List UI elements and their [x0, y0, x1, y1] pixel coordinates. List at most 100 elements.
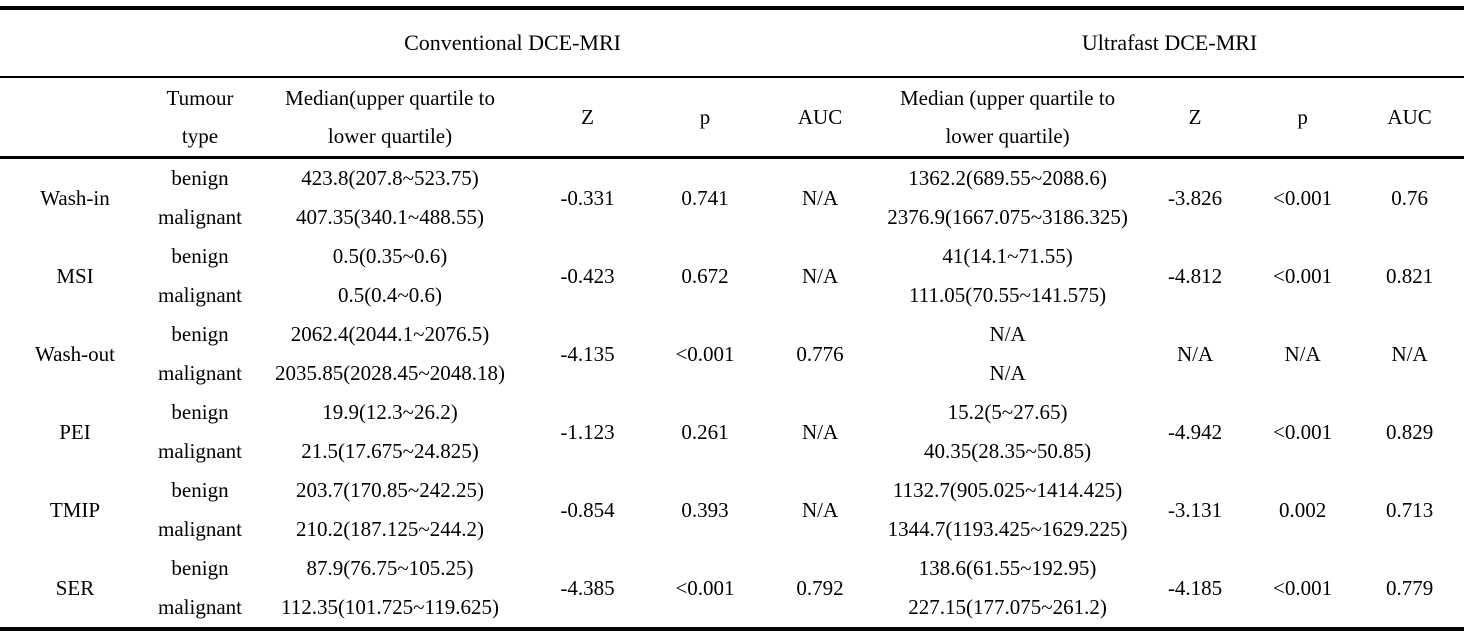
parameter-cell: Wash-out: [35, 341, 115, 366]
conv-auc-cell: N/A: [801, 185, 839, 210]
conv-p-cell: <0.001: [675, 341, 735, 366]
ultra-auc-cell: 0.713: [1385, 497, 1434, 522]
column-header-conv-p: p: [645, 77, 765, 159]
column-header-conv-z: Z: [530, 77, 645, 159]
conv-p-cell: 0.741: [681, 185, 729, 210]
tumour-type-cell: malignant: [158, 517, 242, 541]
conv-median-cell: 210.2(187.125~244.2): [295, 517, 485, 541]
conv-median-cell: 203.7(170.85~242.25): [295, 478, 485, 502]
conv-z-cell: -4.385: [560, 575, 615, 600]
ultra-z-cell: -4.942: [1167, 419, 1223, 444]
table-row: Wash-out benign 2062.4(2044.1~2076.5) -4…: [0, 315, 1464, 366]
tumour-type-cell: malignant: [158, 595, 242, 619]
column-header-tumour-line2: type: [181, 124, 219, 148]
spacer-cell: [0, 77, 150, 159]
table-row: malignant 2035.85(2028.45~2048.18) N/A: [0, 354, 1464, 393]
conv-p-cell: 0.261: [681, 419, 729, 444]
conv-z-cell: -4.135: [560, 341, 615, 366]
column-header-ultra-z: Z: [1140, 77, 1251, 159]
ultra-p-cell: <0.001: [1273, 575, 1333, 600]
conv-p-cell: 0.393: [681, 497, 729, 522]
table-row: malignant 112.35(101.725~119.625) 227.15…: [0, 588, 1464, 629]
ultra-median-cell: 1344.7(1193.425~1629.225): [887, 517, 1128, 541]
ultra-z-cell: -3.131: [1167, 497, 1223, 522]
conv-median-cell: 407.35(340.1~488.55): [295, 205, 485, 229]
tumour-type-cell: benign: [171, 478, 229, 502]
ultra-p-cell: <0.001: [1273, 419, 1333, 444]
ultra-auc-cell: N/A: [1391, 341, 1428, 366]
ultra-p-cell: <0.001: [1273, 263, 1333, 288]
conv-z-cell: -1.123: [560, 419, 615, 444]
column-header-conv-auc: AUC: [765, 77, 876, 159]
conv-p-cell: 0.672: [681, 263, 729, 288]
conv-z-cell: -0.331: [560, 185, 615, 210]
column-header-ultra-median-line1: Median (upper quartile to: [899, 86, 1116, 110]
conv-z-cell: -0.423: [560, 263, 615, 288]
tumour-type-cell: benign: [171, 322, 229, 346]
ultra-p-cell: 0.002: [1278, 497, 1327, 522]
tumour-type-cell: malignant: [158, 205, 242, 229]
column-header-conv-median-line1: Median(upper quartile to: [285, 86, 495, 110]
ultra-z-cell: -4.185: [1167, 575, 1223, 600]
column-header-ultra-p: p: [1250, 77, 1356, 159]
ultra-auc-cell: 0.76: [1391, 185, 1428, 210]
ultra-p-cell: N/A: [1284, 341, 1321, 366]
table-row: TMIP benign 203.7(170.85~242.25) -0.854 …: [0, 471, 1464, 522]
ultra-auc-cell: 0.829: [1385, 419, 1434, 444]
conv-median-cell: 2062.4(2044.1~2076.5): [290, 322, 490, 346]
table-row: malignant 21.5(17.675~24.825) 40.35(28.3…: [0, 432, 1464, 471]
conv-auc-cell: N/A: [801, 497, 839, 522]
tumour-type-cell: benign: [171, 556, 229, 580]
tumour-type-cell: benign: [171, 400, 229, 424]
group-header-conventional: Conventional DCE-MRI: [150, 8, 876, 78]
conv-median-cell: 0.5(0.35~0.6): [332, 244, 448, 268]
table-row: malignant 0.5(0.4~0.6) 111.05(70.55~141.…: [0, 276, 1464, 315]
ultra-median-cell: 111.05(70.55~141.575): [909, 283, 1107, 307]
table-row: Wash-in benign 423.8(207.8~523.75) -0.33…: [0, 158, 1464, 210]
ultra-median-cell: 41(14.1~71.55): [942, 244, 1073, 268]
column-header-ultra-median-line2: lower quartile): [945, 124, 1070, 148]
ultra-z-cell: N/A: [1176, 341, 1214, 366]
ultra-z-cell: -4.812: [1167, 263, 1223, 288]
conv-median-cell: 2035.85(2028.45~2048.18): [274, 361, 506, 385]
tumour-type-cell: malignant: [158, 283, 242, 307]
conv-median-cell: 87.9(76.75~105.25): [306, 556, 474, 580]
tumour-type-cell: malignant: [158, 361, 242, 385]
ultra-median-cell: 15.2(5~27.65): [947, 400, 1068, 424]
tumour-type-cell: benign: [171, 166, 229, 190]
tumour-type-cell: benign: [171, 244, 229, 268]
table-row: malignant 407.35(340.1~488.55) 2376.9(16…: [0, 198, 1464, 237]
table-row: malignant 210.2(187.125~244.2) 1344.7(11…: [0, 510, 1464, 549]
conv-median-cell: 21.5(17.675~24.825): [301, 439, 479, 463]
conv-median-cell: 112.35(101.725~119.625): [280, 595, 500, 619]
ultra-median-cell: N/A: [989, 361, 1026, 385]
ultra-median-cell: 227.15(177.075~261.2): [908, 595, 1107, 619]
parameter-cell: MSI: [56, 263, 94, 288]
ultra-median-cell: 1362.2(689.55~2088.6): [908, 166, 1107, 190]
conv-median-cell: 0.5(0.4~0.6): [337, 283, 443, 307]
ultra-median-cell: 2376.9(1667.075~3186.325): [887, 205, 1128, 229]
ultra-auc-cell: 0.779: [1385, 575, 1434, 600]
tumour-type-cell: malignant: [158, 439, 242, 463]
parameter-cell: TMIP: [49, 497, 101, 522]
column-header-conv-median: Median(upper quartile to lower quartile): [250, 77, 530, 159]
ultra-median-cell: N/A: [989, 322, 1026, 346]
table-row: SER benign 87.9(76.75~105.25) -4.385 <0.…: [0, 549, 1464, 600]
column-header-row: Tumour type Median(upper quartile to low…: [0, 77, 1464, 159]
conv-z-cell: -0.854: [560, 497, 615, 522]
ultra-z-cell: -3.826: [1167, 185, 1223, 210]
parameter-cell: PEI: [59, 419, 91, 444]
conv-auc-cell: 0.792: [796, 575, 844, 600]
conv-median-cell: 423.8(207.8~523.75): [301, 166, 479, 190]
ultra-p-cell: <0.001: [1273, 185, 1333, 210]
column-header-tumour-line1: Tumour: [166, 86, 234, 110]
group-header-ultrafast: Ultrafast DCE-MRI: [875, 8, 1464, 78]
column-header-ultra-auc: AUC: [1355, 77, 1464, 159]
parameter-cell: SER: [55, 575, 95, 600]
conv-auc-cell: N/A: [801, 263, 839, 288]
table-row: MSI benign 0.5(0.35~0.6) -0.423 0.672 N/…: [0, 237, 1464, 288]
ultra-median-cell: 40.35(28.35~50.85): [924, 439, 1092, 463]
dce-mri-comparison-table: Conventional DCE-MRI Ultrafast DCE-MRI T…: [0, 6, 1464, 631]
group-header-row: Conventional DCE-MRI Ultrafast DCE-MRI: [0, 8, 1464, 78]
column-header-conv-median-line2: lower quartile): [327, 124, 453, 148]
